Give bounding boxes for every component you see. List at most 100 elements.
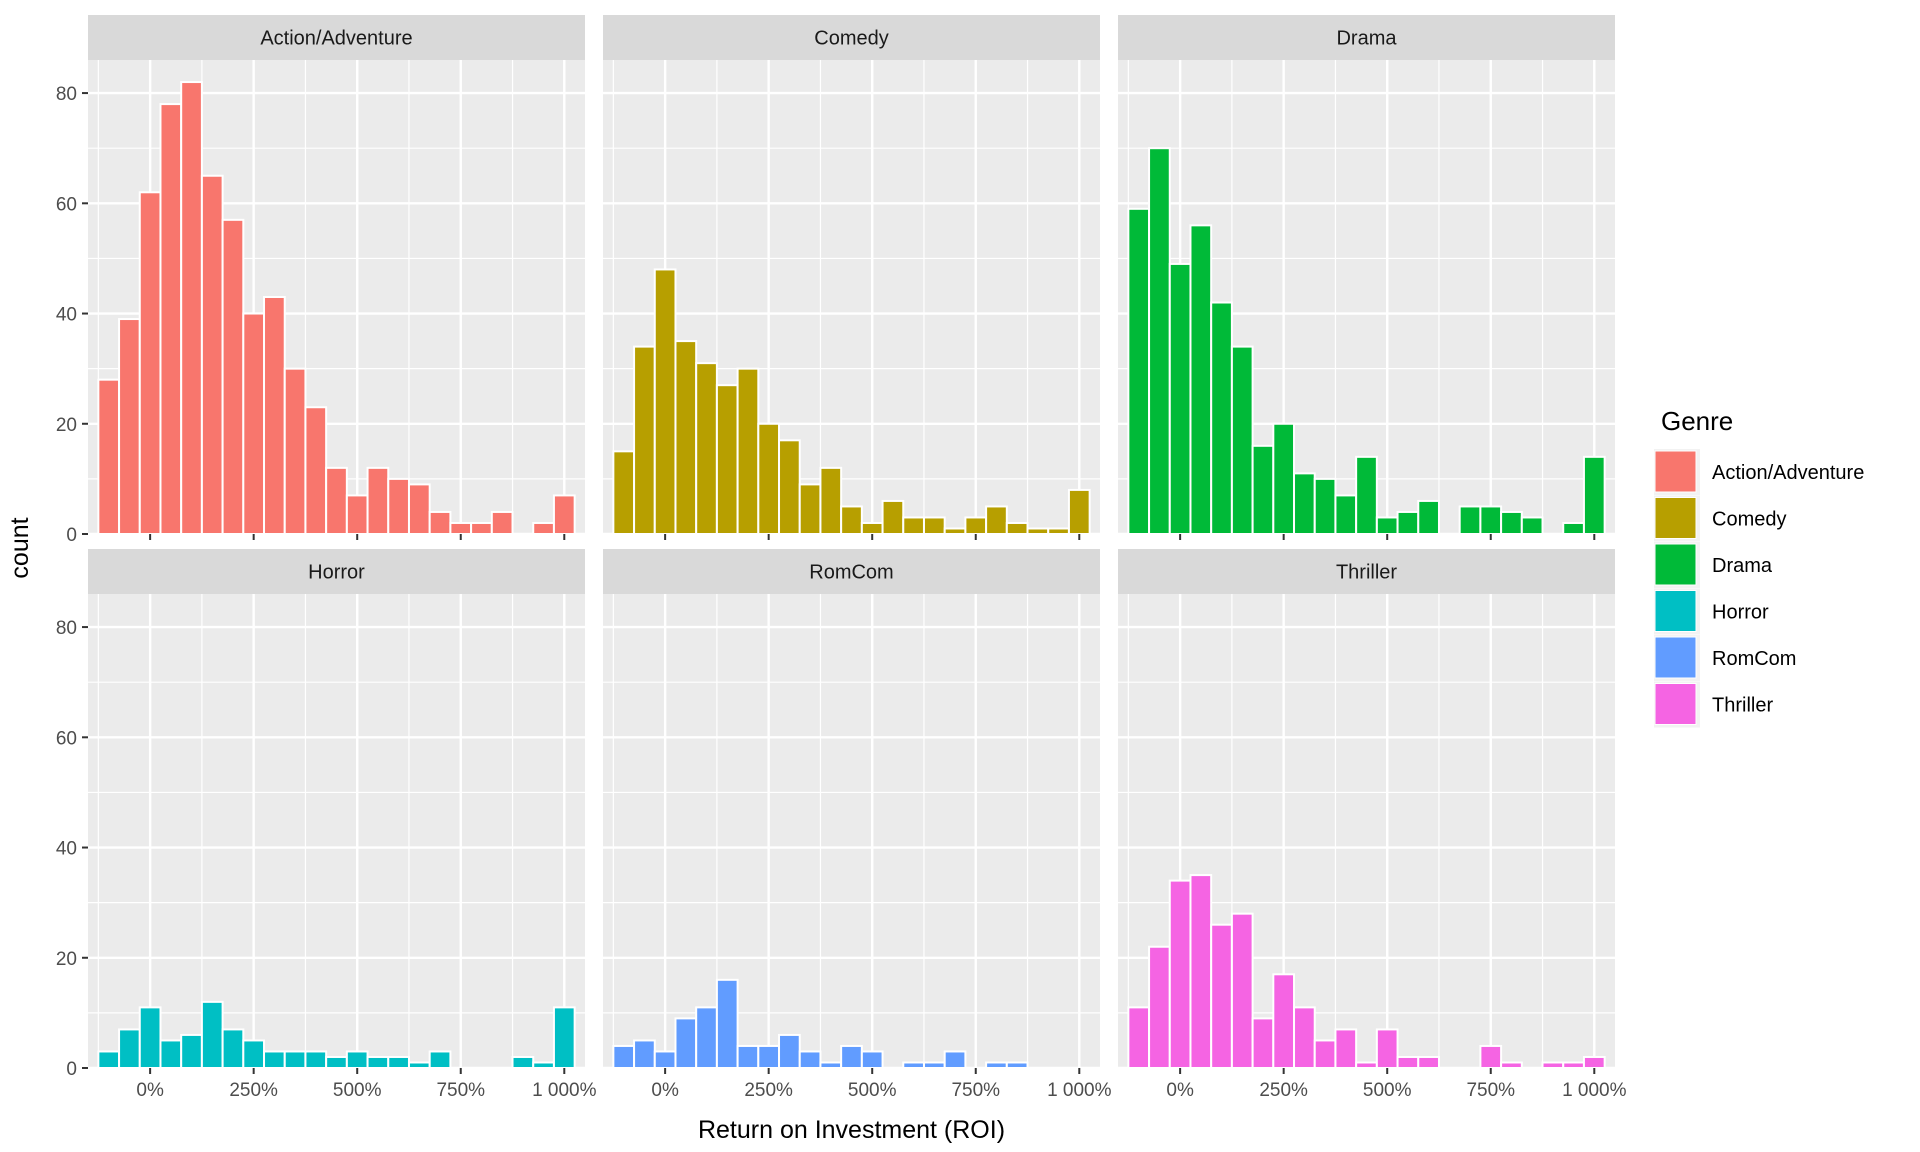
bar-horror-bin-14 [387, 1055, 410, 1069]
bar-thriller-bin-17 [1479, 1044, 1503, 1070]
bar-comedy-bin-21 [1047, 527, 1070, 535]
legend: Genre Action/Adventure Comedy Drama Horror R… [1654, 406, 1864, 728]
bar-romcom-bin-2 [653, 1050, 677, 1069]
bar-horror-bin-5 [200, 1000, 224, 1070]
bar-horror-bin-11 [325, 1055, 348, 1069]
bar-drama-bin-18 [1500, 510, 1523, 536]
bar-comedy-bin-14 [902, 516, 925, 535]
strip-label: RomCom [809, 562, 893, 584]
strip-label: Horror [308, 562, 365, 584]
panel-romcom: RomCom [603, 549, 1100, 1070]
bar-comedy-bin-0 [612, 450, 636, 536]
bar-action-adventure-bin-4 [180, 81, 203, 535]
x-tick-label: 250% [1259, 1080, 1308, 1101]
legend-item-romcom: RomCom [1654, 635, 1796, 681]
bar-drama-bin-4 [1210, 301, 1233, 535]
x-tick-label: 500% [848, 1080, 897, 1101]
legend-swatch [1654, 636, 1697, 679]
legend-swatch [1654, 543, 1697, 586]
bar-horror-bin-2 [138, 1006, 162, 1069]
bar-thriller-bin-18 [1500, 1061, 1523, 1070]
legend-label: RomCom [1712, 648, 1796, 670]
panel-thriller: Thriller [1118, 549, 1615, 1070]
legend-swatch [1654, 683, 1697, 725]
bar-comedy-bin-20 [1026, 527, 1050, 535]
bar-horror-bin-12 [345, 1050, 369, 1069]
legend-swatch [1654, 450, 1697, 493]
bar-thriller-bin-7 [1272, 973, 1296, 1069]
bar-drama-bin-2 [1168, 262, 1192, 535]
bar-action-adventure-bin-1 [118, 318, 141, 535]
bar-comedy-bin-10 [819, 466, 843, 536]
bar-horror-bin-16 [428, 1050, 452, 1069]
y-tick-label: 60 [56, 728, 77, 749]
bar-comedy-bin-8 [778, 439, 801, 536]
bar-comedy-bin-13 [881, 499, 905, 536]
bar-action-adventure-bin-0 [97, 378, 121, 535]
panel-background [603, 594, 1100, 1068]
strip-action-adventure [88, 15, 585, 60]
bar-romcom-bin-10 [819, 1061, 843, 1070]
bar-romcom-bin-4 [695, 1006, 718, 1069]
legend-item-thriller: Thriller [1654, 681, 1773, 728]
bar-comedy-bin-18 [985, 505, 1008, 536]
x-tick-label: 750% [1466, 1080, 1515, 1101]
bar-horror-bin-6 [221, 1028, 245, 1069]
bar-drama-bin-6 [1251, 444, 1275, 536]
bar-horror-bin-20 [511, 1055, 535, 1069]
bar-action-adventure-bin-12 [345, 494, 369, 536]
bar-action-adventure-bin-19 [490, 510, 514, 536]
bar-romcom-bin-15 [922, 1061, 946, 1070]
bar-action-adventure-bin-14 [387, 477, 410, 536]
bar-romcom-bin-1 [633, 1039, 656, 1070]
strip-label: Action/Adventure [260, 28, 412, 50]
bar-drama-bin-8 [1293, 472, 1316, 536]
bar-horror-bin-4 [180, 1033, 203, 1069]
bar-romcom-bin-9 [798, 1050, 822, 1069]
bar-comedy-bin-6 [736, 367, 760, 535]
bar-comedy-bin-1 [633, 345, 656, 535]
bar-comedy-bin-9 [798, 483, 822, 536]
x-axis-title: Return on Investment (ROI) [698, 1116, 1005, 1144]
bar-drama-bin-22 [1582, 455, 1606, 536]
bar-horror-bin-1 [118, 1028, 141, 1069]
bar-romcom-bin-19 [1005, 1061, 1029, 1070]
bar-horror-bin-15 [407, 1061, 431, 1070]
bar-action-adventure-bin-7 [242, 312, 266, 535]
strip-drama [1118, 15, 1615, 60]
legend-swatch [1654, 590, 1697, 632]
x-tick-label: 500% [1363, 1080, 1412, 1101]
bar-comedy-bin-11 [840, 505, 863, 536]
y-tick-label: 60 [56, 194, 77, 215]
legend-item-drama: Drama [1654, 542, 1773, 588]
bar-drama-bin-3 [1189, 224, 1213, 535]
y-tick-label: 40 [56, 305, 77, 326]
x-axes: 0% 250% 500% 750% 1 000% 0% 250% 500% 750% 1 000%… [136, 534, 1627, 1101]
bar-romcom-bin-14 [902, 1061, 925, 1070]
bar-comedy-bin-15 [922, 516, 946, 535]
bar-comedy-bin-2 [653, 268, 677, 535]
bar-thriller-bin-3 [1189, 874, 1213, 1069]
y-tick-label: 80 [56, 84, 77, 105]
x-tick-label: 0% [651, 1080, 679, 1101]
bar-thriller-bin-13 [1396, 1055, 1420, 1069]
x-tick-label: 250% [229, 1080, 278, 1101]
bar-comedy-bin-16 [943, 527, 967, 535]
panel-comedy: Comedy [603, 15, 1100, 536]
x-tick-label: 750% [436, 1080, 485, 1101]
bar-horror-bin-8 [263, 1050, 286, 1069]
bar-thriller-bin-8 [1293, 1006, 1316, 1069]
bar-horror-bin-10 [304, 1050, 328, 1069]
bar-thriller-bin-2 [1168, 879, 1192, 1070]
bar-action-adventure-bin-5 [200, 174, 224, 536]
bar-action-adventure-bin-21 [532, 521, 555, 536]
x-tick-label: 500% [333, 1080, 382, 1101]
bar-thriller-bin-12 [1375, 1028, 1399, 1069]
x-tick-label: 1 000% [1562, 1080, 1627, 1101]
bar-romcom-bin-6 [736, 1044, 760, 1070]
legend-item-action-adventure: Action/Adventure [1654, 449, 1864, 495]
bar-drama-bin-12 [1375, 516, 1399, 535]
bar-drama-bin-11 [1355, 455, 1378, 536]
bar-thriller-bin-5 [1230, 912, 1254, 1070]
bar-comedy-bin-7 [757, 422, 781, 536]
